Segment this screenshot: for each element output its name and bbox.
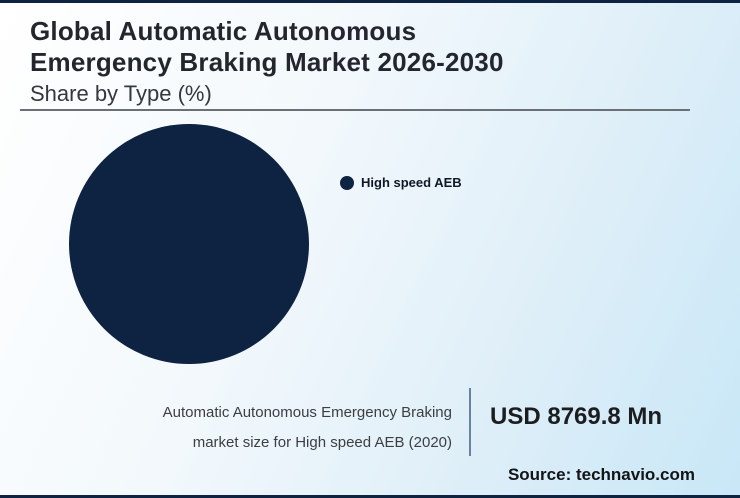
chart-subtitle: Share by Type (%): [30, 81, 212, 106]
legend-label-high-speed-aeb: High speed AEB: [361, 175, 462, 190]
chart-title-line1: Global Automatic Autonomous: [30, 16, 417, 46]
header: Global Automatic Autonomous Emergency Br…: [30, 16, 504, 107]
legend: High speed AEB: [340, 175, 462, 190]
legend-marker-icon: [340, 175, 354, 190]
stat-divider: [469, 388, 471, 456]
bottom-border-bar: [0, 495, 740, 498]
header-divider: [20, 109, 690, 111]
stat-value: USD 8769.8 Mn: [490, 403, 663, 430]
pie-chart: [69, 124, 309, 364]
stat-description: Automatic Autonomous Emergency Braking m…: [40, 398, 452, 458]
stat-description-line2: market size for High speed AEB (2020): [192, 434, 452, 451]
stat-description-line1: Automatic Autonomous Emergency Braking: [162, 404, 452, 421]
source-credit: Source: technavio.com: [507, 465, 695, 484]
chart-title-line2: Emergency Braking Market 2026-2030: [30, 47, 504, 77]
top-border-bar: [0, 0, 740, 3]
